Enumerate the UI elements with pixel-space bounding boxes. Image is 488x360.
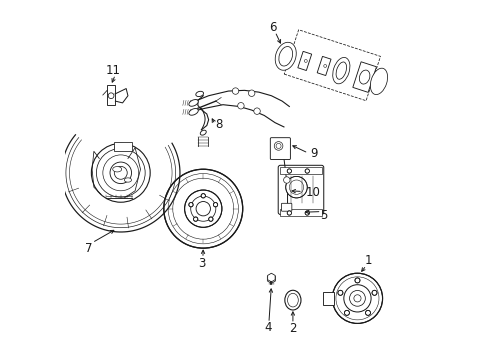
Circle shape bbox=[213, 203, 217, 207]
Circle shape bbox=[193, 217, 198, 221]
Ellipse shape bbox=[124, 178, 131, 182]
Ellipse shape bbox=[188, 100, 198, 106]
Polygon shape bbox=[317, 57, 330, 76]
Circle shape bbox=[253, 108, 260, 114]
Circle shape bbox=[274, 141, 282, 150]
Circle shape bbox=[354, 278, 359, 283]
Text: 2: 2 bbox=[288, 321, 296, 334]
Ellipse shape bbox=[332, 58, 349, 84]
Ellipse shape bbox=[285, 290, 301, 310]
Ellipse shape bbox=[359, 70, 369, 84]
Text: 7: 7 bbox=[84, 242, 92, 255]
Circle shape bbox=[232, 88, 238, 94]
Ellipse shape bbox=[278, 46, 292, 66]
Bar bbox=[323, 292, 333, 305]
Circle shape bbox=[365, 310, 370, 315]
Circle shape bbox=[337, 290, 342, 295]
Bar bbox=[107, 85, 115, 105]
Bar bbox=[280, 210, 321, 216]
Text: 1: 1 bbox=[364, 254, 371, 267]
Ellipse shape bbox=[112, 167, 122, 172]
Circle shape bbox=[237, 103, 244, 109]
Circle shape bbox=[163, 169, 242, 248]
Polygon shape bbox=[352, 62, 376, 93]
Ellipse shape bbox=[200, 130, 206, 135]
Circle shape bbox=[286, 211, 291, 215]
FancyBboxPatch shape bbox=[278, 165, 323, 215]
Ellipse shape bbox=[335, 62, 346, 79]
Circle shape bbox=[344, 310, 349, 315]
Circle shape bbox=[305, 211, 309, 215]
FancyBboxPatch shape bbox=[281, 203, 291, 211]
Circle shape bbox=[248, 90, 254, 96]
Ellipse shape bbox=[369, 68, 387, 95]
Circle shape bbox=[208, 217, 213, 221]
Circle shape bbox=[305, 169, 309, 173]
Circle shape bbox=[371, 290, 376, 295]
Circle shape bbox=[184, 190, 222, 227]
Circle shape bbox=[332, 273, 382, 323]
Polygon shape bbox=[297, 51, 311, 71]
Circle shape bbox=[188, 203, 193, 207]
Ellipse shape bbox=[188, 108, 198, 115]
Bar bbox=[280, 167, 321, 174]
FancyBboxPatch shape bbox=[270, 138, 290, 159]
Circle shape bbox=[283, 177, 289, 183]
Ellipse shape bbox=[195, 91, 203, 96]
Text: 9: 9 bbox=[310, 147, 318, 159]
Ellipse shape bbox=[275, 42, 296, 70]
Text: 10: 10 bbox=[305, 186, 320, 199]
Text: 11: 11 bbox=[106, 64, 121, 77]
Circle shape bbox=[201, 194, 205, 198]
Circle shape bbox=[286, 169, 291, 173]
Circle shape bbox=[108, 93, 114, 99]
Bar bbox=[113, 142, 131, 151]
Text: 6: 6 bbox=[268, 21, 276, 34]
Text: 4: 4 bbox=[264, 321, 271, 334]
Text: 8: 8 bbox=[215, 118, 223, 131]
Text: 5: 5 bbox=[319, 210, 326, 222]
Text: 3: 3 bbox=[197, 257, 205, 270]
Circle shape bbox=[285, 176, 306, 198]
